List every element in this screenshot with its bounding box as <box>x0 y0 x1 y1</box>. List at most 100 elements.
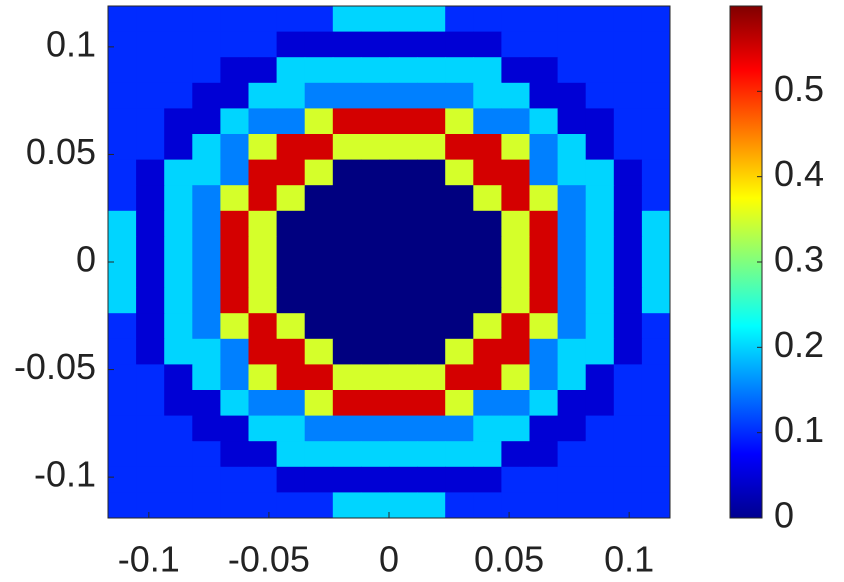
heatmap-cell <box>641 390 671 417</box>
heatmap-cell <box>641 31 671 58</box>
heatmap-cell <box>136 210 165 237</box>
heatmap-cell <box>501 492 530 519</box>
heatmap-cell <box>389 108 418 135</box>
heatmap-cell <box>529 262 559 289</box>
heatmap-cell <box>332 57 362 84</box>
x-tick-label: -0.05 <box>228 539 310 580</box>
heatmap-cell <box>445 108 474 135</box>
heatmap-cell <box>557 466 587 493</box>
heatmap-cell <box>360 236 390 263</box>
heatmap-cell <box>641 287 671 314</box>
heatmap-cell <box>276 262 306 289</box>
heatmap-cell <box>332 134 362 161</box>
heatmap-cell <box>248 159 278 186</box>
heatmap-cell <box>641 492 671 519</box>
heatmap-cell <box>332 262 362 289</box>
heatmap-cell <box>473 108 502 135</box>
heatmap-cell <box>304 338 334 365</box>
y-tick-label: -0.1 <box>34 454 96 495</box>
heatmap-cell <box>164 441 193 468</box>
heatmap-cell <box>304 108 334 135</box>
heatmap-cell <box>164 364 193 391</box>
heatmap-cell <box>613 185 643 212</box>
heatmap-cell <box>417 6 446 33</box>
heatmap-cell <box>585 338 615 365</box>
heatmap-cell <box>529 415 559 442</box>
heatmap-cell <box>220 31 249 58</box>
heatmap-cell <box>417 236 446 263</box>
heatmap-cell <box>220 262 249 289</box>
heatmap-cell <box>585 6 615 33</box>
heatmap-cell <box>276 134 306 161</box>
heatmap-cell <box>136 338 165 365</box>
heatmap-cell <box>360 441 390 468</box>
heatmap-cell <box>445 57 474 84</box>
heatmap-cell <box>192 338 221 365</box>
y-tick-label: 0.05 <box>26 131 96 172</box>
heatmap-cell <box>473 466 502 493</box>
heatmap-cell <box>529 6 559 33</box>
heatmap-cell <box>557 6 587 33</box>
heatmap-cell <box>389 6 418 33</box>
heatmap-cell <box>248 185 278 212</box>
heatmap-cell <box>108 134 137 161</box>
heatmap-cell <box>164 313 193 340</box>
heatmap-cell <box>389 31 418 58</box>
heatmap-cell <box>389 287 418 314</box>
colorbar-tick-label: 0.1 <box>774 409 824 450</box>
heatmap-cell <box>557 492 587 519</box>
heatmap-cell <box>389 441 418 468</box>
heatmap-cell <box>220 287 249 314</box>
heatmap-cell <box>136 31 165 58</box>
heatmap-cell <box>557 415 587 442</box>
heatmap-cell <box>136 6 165 33</box>
heatmap-cell <box>613 338 643 365</box>
heatmap-cell <box>276 466 306 493</box>
heatmap-cell <box>220 441 249 468</box>
heatmap-cell <box>641 415 671 442</box>
y-tick-label: 0.1 <box>46 23 96 64</box>
heatmap-cell <box>332 441 362 468</box>
heatmap-cell <box>248 415 278 442</box>
heatmap-cell <box>164 108 193 135</box>
heatmap-cell <box>332 6 362 33</box>
heatmap-cell <box>613 134 643 161</box>
heatmap-cell <box>501 31 530 58</box>
x-tick-label: 0.1 <box>604 539 654 580</box>
heatmap-cell <box>248 108 278 135</box>
heatmap-cell <box>276 441 306 468</box>
heatmap-cell <box>164 287 193 314</box>
heatmap-cell <box>360 313 390 340</box>
heatmap-cell <box>417 57 446 84</box>
heatmap-cell <box>276 57 306 84</box>
heatmap-cell <box>529 185 559 212</box>
heatmap-cell <box>613 262 643 289</box>
heatmap-cell <box>276 415 306 442</box>
heatmap-cell <box>557 390 587 417</box>
heatmap-cell <box>473 210 502 237</box>
heatmap-cell <box>389 159 418 186</box>
heatmap-cell <box>304 31 334 58</box>
heatmap-cell <box>164 31 193 58</box>
heatmap-cell <box>445 364 474 391</box>
heatmap-cell <box>248 6 278 33</box>
heatmap-cell <box>360 492 390 519</box>
heatmap-cell <box>192 6 221 33</box>
heatmap-cell <box>192 134 221 161</box>
heatmap-cell <box>108 159 137 186</box>
y-tick-label: -0.05 <box>14 346 96 387</box>
heatmap-cell <box>136 57 165 84</box>
heatmap-cell <box>192 313 221 340</box>
heatmap-cell <box>529 57 559 84</box>
heatmap-cell <box>192 364 221 391</box>
heatmap-cell <box>192 441 221 468</box>
heatmap-cell <box>276 390 306 417</box>
heatmap-cell <box>220 57 249 84</box>
heatmap-cell <box>557 210 587 237</box>
heatmap-cell <box>417 134 446 161</box>
heatmap-cell <box>529 364 559 391</box>
heatmap-cell <box>248 82 278 109</box>
x-tick-label: -0.1 <box>118 539 180 580</box>
heatmap-cell <box>557 338 587 365</box>
heatmap-cell <box>641 108 671 135</box>
